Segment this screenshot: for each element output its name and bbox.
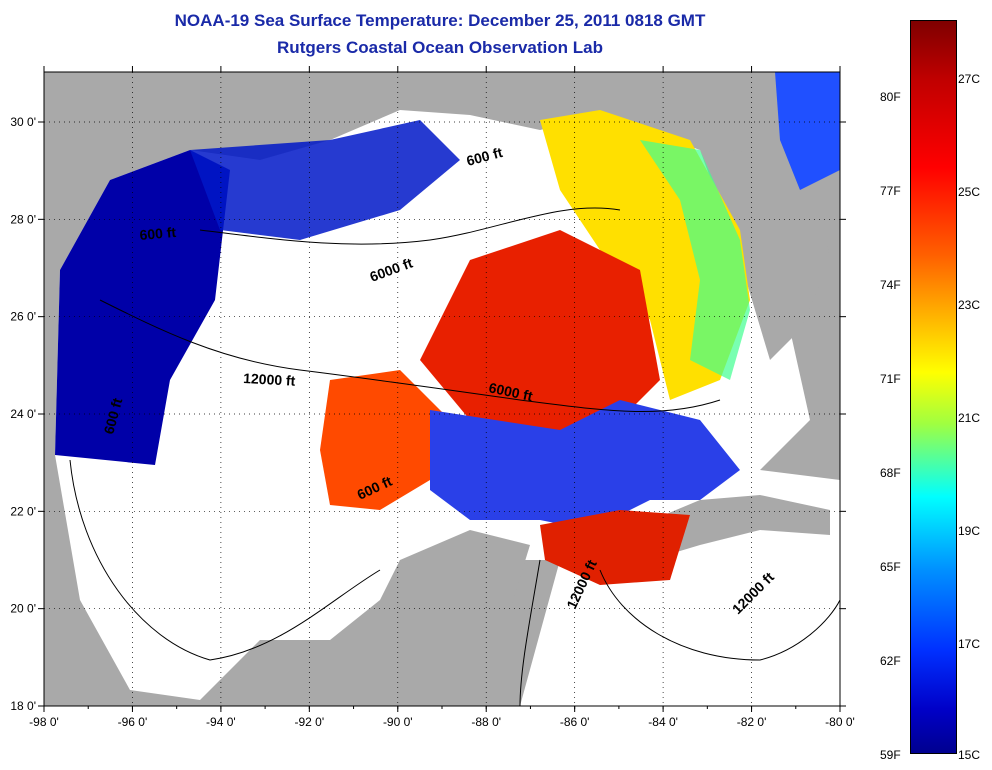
contour-line bbox=[199, 207, 621, 245]
x-tick-label: -92 0' bbox=[295, 715, 325, 729]
contour-line bbox=[599, 569, 841, 661]
colorbar-c-label: 21C bbox=[958, 411, 981, 425]
sst-south-cool bbox=[430, 400, 740, 530]
colorbar-f-label: 65F bbox=[880, 560, 901, 574]
x-tick-label: -90 0' bbox=[383, 715, 413, 729]
contour-label: 12000 ft bbox=[243, 370, 296, 389]
y-tick-label: 22 0' bbox=[10, 504, 36, 518]
sst-atlantic bbox=[775, 72, 840, 190]
x-tick-label: -88 0' bbox=[471, 715, 501, 729]
colorbar-c-label: 17C bbox=[958, 637, 981, 651]
colorbar-f-label: 74F bbox=[880, 278, 901, 292]
axis-ticks bbox=[38, 66, 846, 712]
sst-west-eddy bbox=[320, 370, 450, 510]
colorbar-c-label: 19C bbox=[958, 524, 981, 538]
colorbar-c-label: 27C bbox=[958, 72, 981, 86]
sst-cold-shelf bbox=[55, 150, 230, 465]
x-tick-label: -96 0' bbox=[118, 715, 148, 729]
x-tick-label: -98 0' bbox=[29, 715, 59, 729]
grid-lines bbox=[44, 72, 840, 706]
colorbar-f-label: 80F bbox=[880, 90, 901, 104]
y-tick-label: 30 0' bbox=[10, 115, 36, 129]
y-tick-label: 18 0' bbox=[10, 699, 36, 713]
colorbar-f-label: 71F bbox=[880, 372, 901, 386]
contour-line bbox=[519, 559, 541, 707]
y-tick-label: 26 0' bbox=[10, 310, 36, 324]
map-title: NOAA-19 Sea Surface Temperature: Decembe… bbox=[174, 11, 706, 30]
florida-land bbox=[715, 150, 830, 360]
x-tick-label: -82 0' bbox=[737, 715, 767, 729]
sst-loop-current bbox=[420, 230, 660, 440]
colorbar-f-label: 62F bbox=[880, 654, 901, 668]
bathymetry-contours bbox=[69, 207, 841, 707]
contour-line bbox=[69, 459, 381, 661]
colorbar-c-label: 25C bbox=[958, 185, 981, 199]
x-tick-label: -86 0' bbox=[560, 715, 590, 729]
map-subtitle: Rutgers Coastal Ocean Observation Lab bbox=[277, 38, 603, 57]
sst-yucatan-channel bbox=[540, 510, 690, 585]
colorbar-c-label: 23C bbox=[958, 298, 981, 312]
x-axis-labels: -98 0' -96 0' -94 0' -92 0' -90 0' -88 0' -86 … bbox=[29, 715, 855, 729]
x-tick-label: -80 0' bbox=[825, 715, 855, 729]
sst-map: 6000 ft 12000 ft 6000 ft 600 ft 12000 ft… bbox=[10, 66, 855, 729]
contour-line bbox=[99, 299, 721, 413]
colorbar-f-label: 68F bbox=[880, 466, 901, 480]
x-tick-label: -94 0' bbox=[206, 715, 236, 729]
colorbar-f-label: 59F bbox=[880, 748, 901, 762]
y-tick-label: 28 0' bbox=[10, 212, 36, 226]
x-tick-label: -84 0' bbox=[648, 715, 678, 729]
colorbar-f-label: 77F bbox=[880, 184, 901, 198]
sst-shelf-mild bbox=[640, 140, 750, 380]
y-tick-label: 24 0' bbox=[10, 407, 36, 421]
sst-north-cool bbox=[190, 120, 460, 240]
y-axis-labels: 30 0' 28 0' 26 0' 24 0' 22 0' 20 0' 18 0' bbox=[10, 115, 36, 713]
colorbar bbox=[910, 20, 957, 754]
yucatan-land bbox=[380, 530, 530, 660]
colorbar-c-label: 15C bbox=[958, 748, 981, 762]
cuba-land bbox=[640, 495, 830, 560]
contour-label: 600 ft bbox=[139, 224, 177, 243]
sst-data-layer bbox=[55, 72, 840, 585]
y-tick-label: 20 0' bbox=[10, 602, 36, 616]
